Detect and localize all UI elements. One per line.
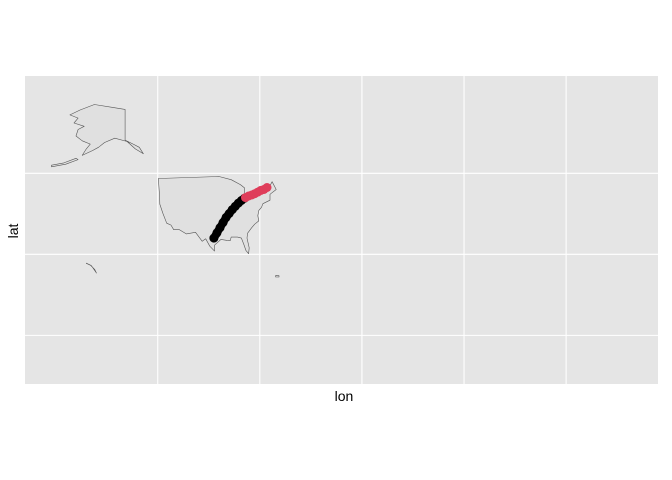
region-aleutian-islands (51, 158, 79, 168)
plot-panel (25, 76, 658, 384)
route-points (209, 183, 272, 243)
y-axis-label: lat (5, 224, 21, 239)
series-1-point-7 (262, 183, 272, 192)
grid-lines (25, 76, 658, 384)
x-axis-label: lon (335, 388, 354, 404)
region-alaska (69, 104, 144, 156)
map-regions (51, 104, 280, 278)
region-hawaii (86, 262, 97, 274)
region-puerto-rico (275, 275, 280, 278)
